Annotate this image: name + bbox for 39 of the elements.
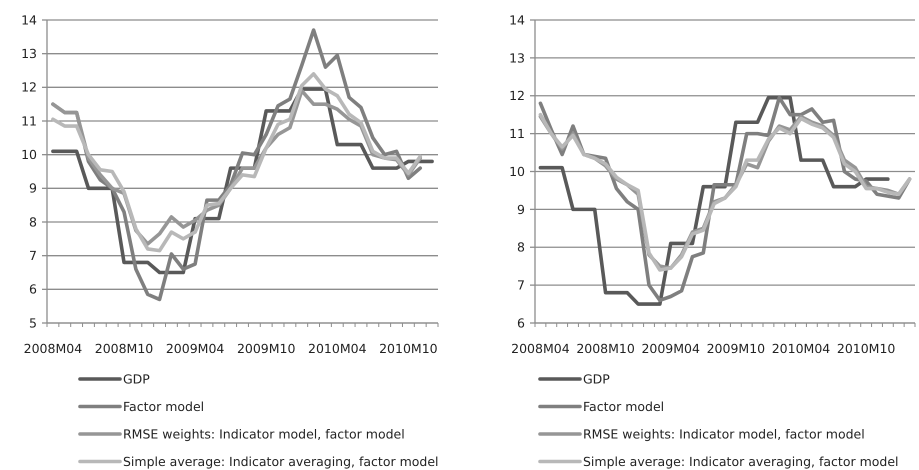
y-tick-label: 7 — [29, 248, 37, 264]
legend-label: GDP — [583, 371, 610, 386]
y-tick-label: 14 — [21, 12, 38, 28]
legend-label: Simple average: Indicator averaging, factor model — [123, 454, 438, 469]
y-tick-label: 8 — [517, 240, 526, 255]
legend-label: RMSE weights: Indicator model, factor model — [583, 426, 865, 442]
x-tick-label: 2008M04 — [24, 341, 82, 356]
y-tick-label: 12 — [21, 80, 37, 95]
y-tick-label: 5 — [29, 315, 37, 330]
y-tick-label: 8 — [29, 214, 38, 230]
y-tick-label: 11 — [509, 126, 525, 141]
y-tick-label: 12 — [509, 88, 525, 104]
y-tick-label: 7 — [517, 278, 525, 292]
y-tick-label: 10 — [509, 164, 526, 179]
x-tick-label: 2010M04 — [772, 341, 830, 356]
x-tick-label: 2008M10 — [94, 341, 154, 356]
y-tick-label: 14 — [509, 12, 526, 28]
y-tick-label: 6 — [29, 282, 38, 297]
x-tick-label: 2010M10 — [379, 341, 438, 356]
y-tick-label: 6 — [517, 315, 526, 330]
legend-label: Factor model — [583, 398, 664, 414]
x-tick-label: 2010M04 — [308, 341, 367, 356]
y-tick-label: 11 — [21, 113, 37, 128]
y-tick-label: 9 — [29, 180, 38, 196]
y-tick-label: 9 — [517, 202, 526, 217]
legend-label: Factor model — [123, 398, 204, 414]
legend-label: Simple average: Indicator averaging, factor model — [583, 454, 898, 469]
x-tick-label: 2009M10 — [706, 341, 766, 356]
x-tick-label: 2009M04 — [166, 341, 224, 356]
x-tick-label: 2010M10 — [836, 341, 896, 356]
x-tick-label: 2009M10 — [236, 341, 296, 356]
y-tick-label: 10 — [21, 147, 38, 162]
x-tick-label: 2008M04 — [511, 341, 570, 356]
legend-label: GDP — [123, 371, 150, 386]
x-tick-label: 2009M04 — [641, 341, 700, 356]
x-tick-label: 2008M10 — [576, 341, 635, 356]
y-tick-label: 13 — [509, 50, 525, 66]
legend-label: RMSE weights: Indicator model, factor model — [123, 426, 405, 442]
y-tick-label: 13 — [21, 46, 37, 62]
